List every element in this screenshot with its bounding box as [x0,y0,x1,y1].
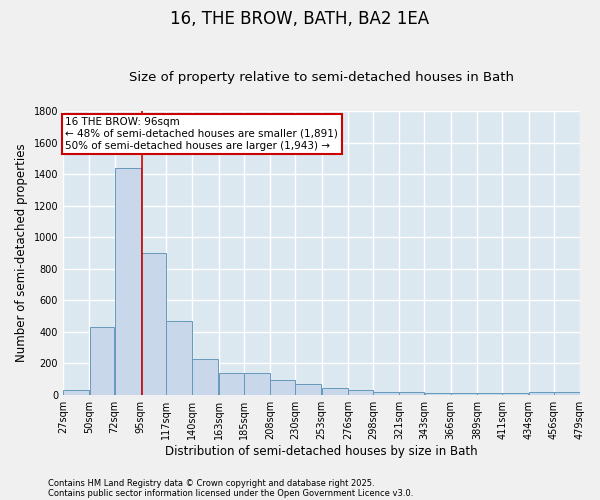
Title: Size of property relative to semi-detached houses in Bath: Size of property relative to semi-detach… [129,70,514,84]
X-axis label: Distribution of semi-detached houses by size in Bath: Distribution of semi-detached houses by … [165,444,478,458]
Bar [373,392,399,394]
Bar [295,384,322,394]
Bar [348,390,373,394]
Bar [166,320,192,394]
Bar [244,372,270,394]
Bar [554,392,580,394]
Bar [115,168,140,394]
Bar [63,390,89,394]
Y-axis label: Number of semi-detached properties: Number of semi-detached properties [15,144,28,362]
Bar [529,392,554,394]
Bar [502,393,529,394]
Bar [270,380,295,394]
Bar [322,388,347,394]
Bar [219,372,244,394]
Bar [477,393,502,394]
Bar [193,360,218,394]
Text: Contains HM Land Registry data © Crown copyright and database right 2025.: Contains HM Land Registry data © Crown c… [48,478,374,488]
Bar [141,253,166,394]
Bar [400,392,424,394]
Bar [89,327,115,394]
Text: Contains public sector information licensed under the Open Government Licence v3: Contains public sector information licen… [48,488,413,498]
Bar [425,393,451,394]
Bar [451,393,477,394]
Text: 16 THE BROW: 96sqm
← 48% of semi-detached houses are smaller (1,891)
50% of semi: 16 THE BROW: 96sqm ← 48% of semi-detache… [65,118,338,150]
Text: 16, THE BROW, BATH, BA2 1EA: 16, THE BROW, BATH, BA2 1EA [170,10,430,28]
